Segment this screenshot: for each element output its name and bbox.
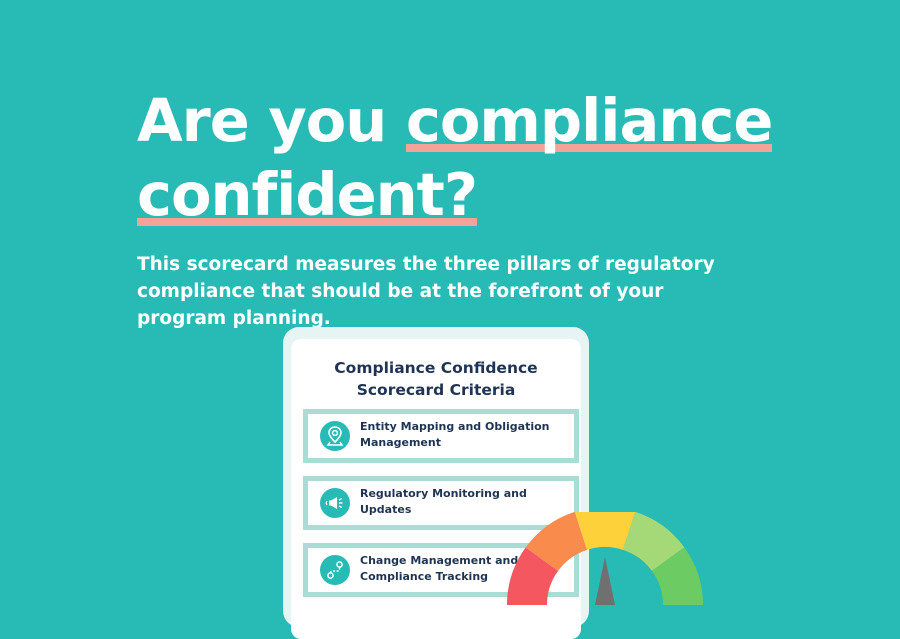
megaphone-icon <box>320 488 350 518</box>
headline-highlight-confident: confident? <box>137 160 478 229</box>
scorecard-title: Compliance Confidence Scorecard Criteria <box>291 357 581 401</box>
criterion-regulatory-monitoring: Regulatory Monitoring and Updates <box>303 476 579 530</box>
scorecard-card-frame: Compliance Confidence Scorecard Criteria… <box>283 327 589 639</box>
gauge-segment-1 <box>507 547 559 605</box>
criterion-entity-mapping: Entity Mapping and Obligation Management <box>303 409 579 463</box>
criterion-label: Entity Mapping and Obligation Management <box>360 420 550 449</box>
scorecard-card: Compliance Confidence Scorecard Criteria… <box>291 339 581 639</box>
headline-prefix: Are you <box>137 86 387 155</box>
criterion-label: Change Management and Compliance Trackin… <box>360 554 519 583</box>
headline-highlight-compliance: compliance <box>405 86 773 155</box>
gauge-needle <box>595 557 615 605</box>
gauge-segment-5 <box>651 547 703 605</box>
scorecard-title-line1: Compliance Confidence <box>334 359 538 377</box>
gauge-segment-2 <box>525 512 588 571</box>
gauge-segment-4 <box>622 512 685 571</box>
criterion-label: Regulatory Monitoring and Updates <box>360 487 527 516</box>
subtitle: This scorecard measures the three pillar… <box>137 254 715 329</box>
confidence-gauge <box>507 512 703 605</box>
headline: Are you compliance confident? <box>137 84 773 232</box>
scorecard-title-line2: Scorecard Criteria <box>356 381 516 399</box>
map-pin-icon <box>320 421 350 451</box>
route-icon <box>320 555 350 585</box>
gauge-segment-3 <box>574 512 636 550</box>
